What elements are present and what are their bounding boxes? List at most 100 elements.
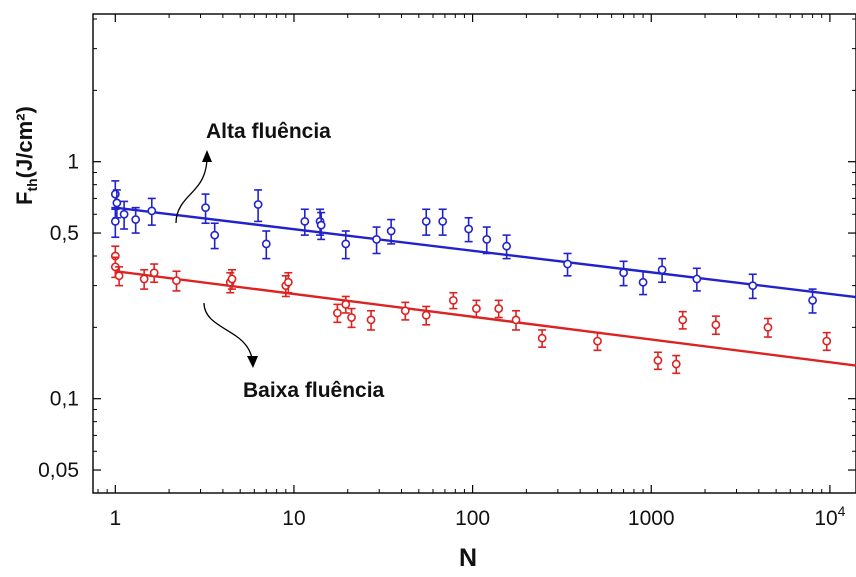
data-point	[657, 257, 667, 284]
y-axis-title: Fth(J/cm²)	[12, 106, 40, 205]
data-point	[110, 206, 120, 239]
data-point	[482, 226, 492, 255]
point-marker	[537, 333, 547, 343]
point-marker	[347, 313, 356, 322]
point-marker	[438, 216, 448, 226]
point-marker	[678, 315, 688, 325]
point-marker	[253, 200, 263, 209]
data-point	[386, 218, 396, 245]
point-marker	[149, 268, 159, 278]
data-point	[119, 200, 129, 230]
data-point	[471, 299, 481, 319]
data-point	[114, 266, 124, 287]
data-point	[227, 268, 237, 290]
data-point	[748, 273, 758, 300]
annotation-arrowhead-baixa	[247, 356, 258, 368]
point-marker	[332, 308, 342, 318]
data-point	[678, 310, 688, 330]
point-marker	[748, 281, 758, 291]
point-marker	[147, 206, 157, 216]
annotation-arrowhead-alta	[202, 150, 212, 162]
data-point	[822, 331, 832, 352]
point-marker	[300, 216, 310, 226]
point-marker	[619, 268, 628, 278]
point-marker	[110, 216, 120, 226]
data-point	[341, 295, 351, 314]
data-point	[300, 208, 310, 236]
point-marker	[341, 299, 351, 309]
plot-frame	[92, 13, 856, 494]
point-marker	[201, 203, 210, 213]
data-point	[653, 351, 663, 371]
point-marker	[822, 336, 832, 346]
point-marker	[563, 259, 572, 269]
data-point	[201, 193, 210, 225]
y-tick-label: 0,05	[38, 459, 79, 482]
point-marker	[119, 209, 129, 219]
data-point	[210, 222, 220, 250]
point-marker	[657, 265, 667, 275]
point-marker	[210, 230, 220, 240]
data-point	[494, 299, 504, 319]
annotation-arrow-baixa	[203, 302, 253, 359]
annotation-baixa-fluencia: Baixa fluência	[243, 379, 385, 402]
point-marker	[366, 315, 376, 325]
data-point	[332, 303, 342, 324]
data-point	[172, 270, 181, 292]
annotation-arrow-alta	[175, 159, 208, 224]
data-point	[438, 208, 448, 236]
x-tick-label: 1000	[628, 507, 675, 530]
data-point	[619, 260, 628, 287]
data-point	[808, 288, 817, 314]
data-point	[400, 301, 410, 321]
data-point	[763, 317, 773, 338]
data-point	[283, 271, 293, 294]
point-marker	[341, 239, 351, 249]
point-marker	[653, 356, 663, 365]
data-point	[366, 309, 376, 331]
point-marker	[808, 295, 817, 305]
data-point	[341, 230, 351, 260]
point-marker	[261, 239, 271, 249]
axis-ticks: 1 10 100 1000 104 0,05 0,1 0,5 1	[38, 14, 856, 530]
x-tick-label-exponent: 4	[838, 503, 846, 519]
data-point	[593, 331, 602, 352]
data-point	[261, 230, 271, 260]
annotation-alta-fluencia: Alta fluência	[206, 120, 331, 143]
data-point	[511, 309, 521, 331]
point-marker	[763, 322, 773, 332]
point-marker	[671, 359, 681, 369]
data-point	[638, 270, 648, 296]
point-marker	[110, 189, 120, 199]
y-axis-title-sub: th	[24, 178, 40, 191]
point-marker	[511, 315, 521, 325]
annotations: Alta fluência Baixa fluência	[175, 120, 385, 402]
point-marker	[638, 277, 648, 287]
x-tick-label: 104	[814, 503, 845, 530]
point-marker	[386, 226, 396, 236]
data-point	[421, 305, 431, 326]
point-marker	[421, 216, 431, 226]
data-point	[711, 315, 721, 336]
fit-line-series-1	[115, 270, 856, 367]
point-marker	[464, 224, 474, 234]
point-marker	[316, 220, 326, 230]
point-marker	[372, 235, 381, 244]
point-marker	[593, 336, 602, 346]
point-marker	[227, 274, 237, 284]
data-point	[671, 354, 681, 375]
data-point	[131, 206, 141, 234]
data-point	[253, 189, 263, 223]
data-point	[448, 291, 458, 310]
data-point	[502, 234, 512, 260]
point-marker	[112, 198, 122, 208]
data-point	[139, 268, 149, 290]
data-point	[372, 226, 381, 255]
point-marker	[139, 274, 149, 284]
data-point	[537, 329, 547, 348]
data-point	[316, 211, 326, 241]
data-point	[147, 197, 157, 226]
data-point	[563, 252, 572, 277]
data-points	[110, 180, 832, 375]
y-tick-label: 0,5	[50, 222, 79, 245]
